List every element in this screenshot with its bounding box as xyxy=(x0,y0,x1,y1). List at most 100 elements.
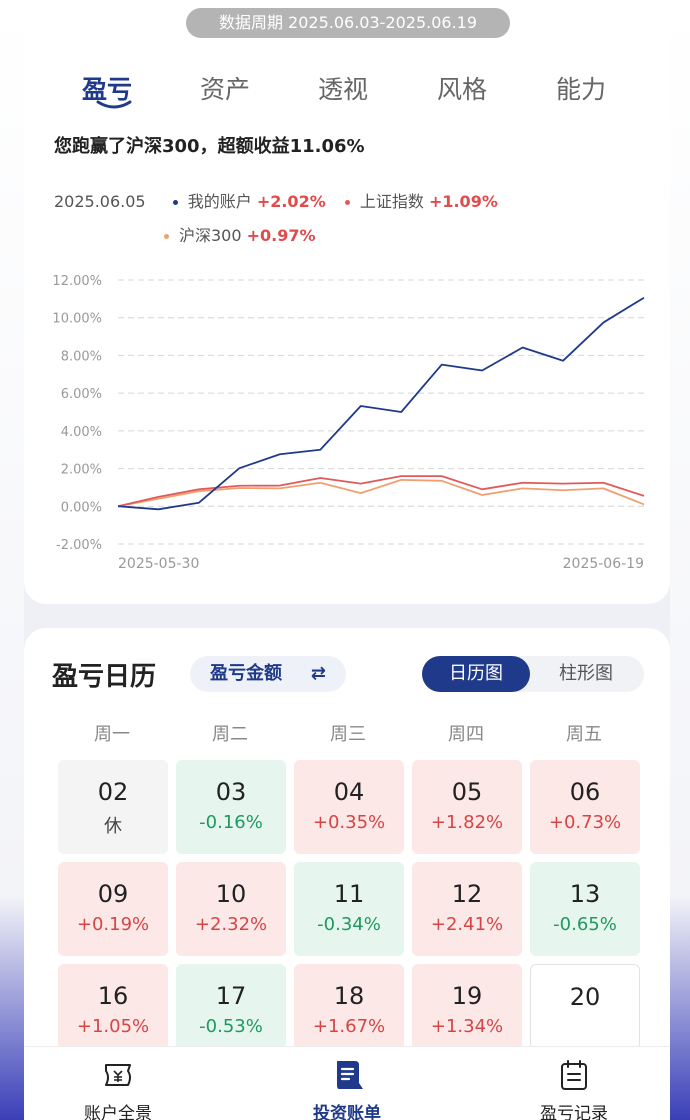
day-number: 17 xyxy=(215,982,247,1010)
swap-icon: ⇄ xyxy=(310,663,326,684)
weekday-wed: 周三 xyxy=(330,724,366,745)
chart-legend-row2: 沪深300 +0.97% xyxy=(164,222,316,246)
calendar-title: 盈亏日历 xyxy=(52,662,157,692)
nav-label-account: 账户全景 xyxy=(84,1104,152,1120)
y-tick-label: 6.00% xyxy=(61,387,102,402)
calendar-day-cell[interactable]: 05 +1.82% xyxy=(412,760,522,854)
legend-date: 2025.06.05 xyxy=(54,192,146,211)
tab-bar: 盈亏 资产 透视 风格 能力 xyxy=(54,70,654,110)
calendar-day-cell[interactable]: 19 +1.34% xyxy=(412,964,522,1050)
day-return: -0.16% xyxy=(199,812,263,833)
weekday-tue: 周二 xyxy=(212,724,248,745)
day-number: 20 xyxy=(569,983,601,1011)
day-return: +2.41% xyxy=(430,914,504,935)
data-period-badge: 数据周期 2025.06.03-2025.06.19 xyxy=(186,8,510,38)
day-return: +1.82% xyxy=(430,812,504,833)
day-return: +0.19% xyxy=(76,914,150,935)
legend-dot-sse xyxy=(344,200,350,205)
bottom-nav: 账户全景 投资账单 盈亏记录 xyxy=(24,1046,670,1120)
x-end-label: 2025-06-19 xyxy=(563,556,644,572)
tab-perspective[interactable]: 透视 xyxy=(318,75,369,104)
legend-value-account: +2.02% xyxy=(256,192,326,211)
nav-investment-bill[interactable]: 投资账单 xyxy=(267,1047,427,1120)
tab-ability[interactable]: 能力 xyxy=(556,75,607,104)
tab-active-indicator xyxy=(96,100,132,109)
legend-name-csi300: 沪深300 xyxy=(179,226,242,245)
day-number: 18 xyxy=(333,982,365,1010)
calendar-day-cell[interactable]: 13 -0.65% xyxy=(530,862,640,956)
view-toggle: 日历图 柱形图 xyxy=(422,656,644,692)
y-tick-label: 10.00% xyxy=(52,312,102,327)
day-number: 10 xyxy=(215,880,247,908)
nav-label-bill: 投资账单 xyxy=(313,1104,381,1120)
metric-switch-button[interactable]: 盈亏金额 ⇄ xyxy=(190,656,346,692)
weekday-fri: 周五 xyxy=(566,724,602,745)
day-number: 11 xyxy=(333,880,365,908)
day-return: +1.67% xyxy=(312,1016,386,1037)
series-line xyxy=(117,475,645,508)
calendar-day-cell[interactable]: 17 -0.53% xyxy=(176,964,286,1050)
screen-edge-right xyxy=(670,0,690,1120)
legend-value-csi300: +0.97% xyxy=(246,226,316,245)
nav-account-overview[interactable]: 账户全景 xyxy=(38,1047,198,1120)
y-tick-label: 4.00% xyxy=(61,425,102,440)
y-tick-label: 2.00% xyxy=(61,463,102,478)
calendar-day-cell[interactable]: 02 休 xyxy=(58,760,168,854)
calendar-day-cell[interactable]: 16 +1.05% xyxy=(58,964,168,1050)
y-tick-label: -2.00% xyxy=(56,538,102,553)
day-return: +0.73% xyxy=(548,812,622,833)
nav-profit-record[interactable]: 盈亏记录 xyxy=(494,1047,654,1120)
nav-label-record: 盈亏记录 xyxy=(540,1104,608,1120)
day-return: -0.53% xyxy=(199,1016,263,1037)
y-tick-label: 8.00% xyxy=(61,349,102,364)
day-return: +1.34% xyxy=(430,1016,504,1037)
calendar-day-cell[interactable]: 10 +2.32% xyxy=(176,862,286,956)
bar-view-button[interactable]: 柱形图 xyxy=(559,663,613,684)
x-start-label: 2025-05-30 xyxy=(118,556,199,572)
day-number: 05 xyxy=(451,778,483,806)
wallet-icon xyxy=(105,1064,131,1086)
chart-legend: 2025.06.05 我的账户 +2.02% 上证指数 +1.09% xyxy=(54,188,498,212)
day-number: 16 xyxy=(97,982,129,1010)
day-return: 休 xyxy=(104,816,122,837)
y-tick-label: 0.00% xyxy=(61,500,102,515)
day-return: +1.05% xyxy=(76,1016,150,1037)
screen-edge-left xyxy=(0,0,24,1120)
day-number: 12 xyxy=(451,880,483,908)
day-number: 06 xyxy=(569,778,601,806)
legend-dot-account xyxy=(172,200,178,205)
calendar-day-cell[interactable]: 18 +1.67% xyxy=(294,964,404,1050)
series-line xyxy=(117,296,645,511)
day-number: 03 xyxy=(215,778,247,806)
calendar-day-cell[interactable]: 11 -0.34% xyxy=(294,862,404,956)
y-tick-label: 12.00% xyxy=(52,274,102,289)
tab-profit-loss[interactable]: 盈亏 xyxy=(82,75,133,104)
weekday-thu: 周四 xyxy=(448,724,484,745)
legend-name-sse: 上证指数 xyxy=(359,192,424,211)
calendar-view-button[interactable]: 日历图 xyxy=(422,656,530,692)
calendar-day-cell[interactable]: 03 -0.16% xyxy=(176,760,286,854)
return-line-chart[interactable]: 12.00% 10.00% 8.00% 6.00% 4.00% 2.00% 0.00% -2.… xyxy=(40,262,660,582)
calendar-day-cell[interactable]: 20 xyxy=(530,964,640,1050)
tab-style[interactable]: 风格 xyxy=(437,75,488,104)
day-return: -0.65% xyxy=(553,914,617,935)
day-return: +2.32% xyxy=(194,914,268,935)
bill-icon xyxy=(337,1061,363,1089)
calendar-day-cell[interactable]: 04 +0.35% xyxy=(294,760,404,854)
legend-value-sse: +1.09% xyxy=(428,192,498,211)
day-return: -0.34% xyxy=(317,914,381,935)
calendar-day-cell[interactable]: 12 +2.41% xyxy=(412,862,522,956)
calendar-day-cell[interactable]: 06 +0.73% xyxy=(530,760,640,854)
outperform-headline: 您跑赢了沪深300，超额收益11.06% xyxy=(54,136,365,157)
weekday-mon: 周一 xyxy=(94,724,130,745)
day-number: 19 xyxy=(451,982,483,1010)
tab-assets[interactable]: 资产 xyxy=(200,75,251,104)
calendar-day-cell[interactable]: 09 +0.19% xyxy=(58,862,168,956)
day-number: 09 xyxy=(97,880,129,908)
series-line xyxy=(117,478,645,508)
legend-dot-csi300 xyxy=(164,234,169,239)
day-number: 02 xyxy=(97,778,129,806)
metric-label: 盈亏金额 xyxy=(210,663,282,684)
day-number: 13 xyxy=(569,880,601,908)
legend-name-account: 我的账户 xyxy=(187,192,252,211)
